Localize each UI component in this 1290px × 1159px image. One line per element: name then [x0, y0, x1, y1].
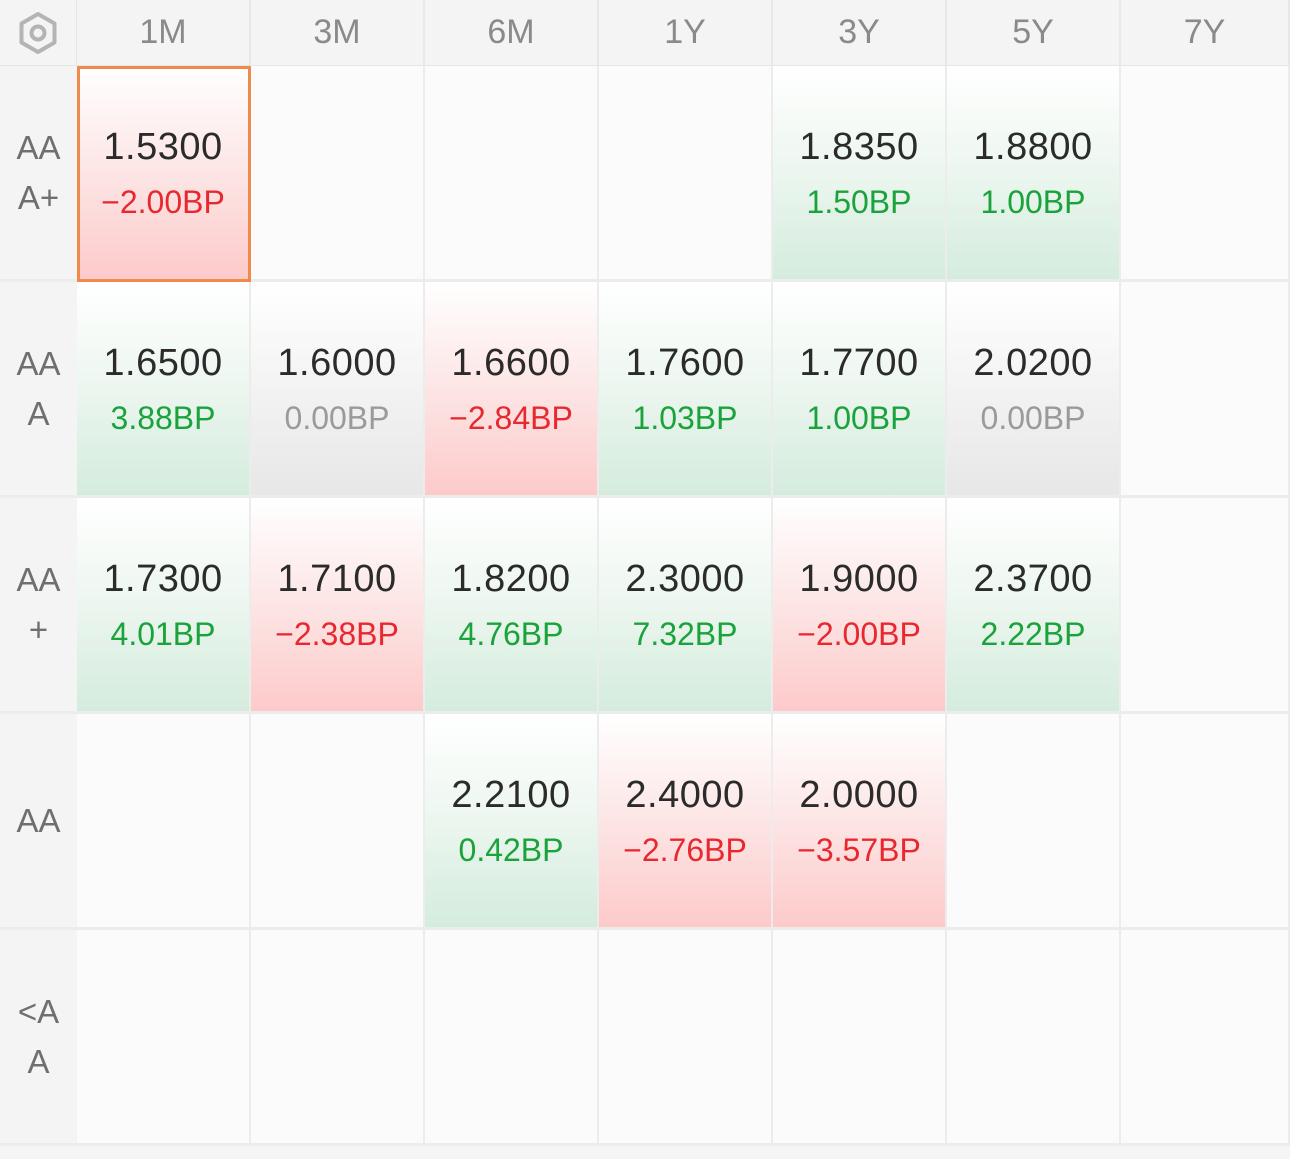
empty-cell[interactable] — [1121, 498, 1290, 714]
yield-value: 1.9000 — [799, 557, 919, 600]
yield-change: 0.00BP — [980, 399, 1086, 436]
settings-button[interactable] — [0, 0, 77, 66]
empty-cell[interactable] — [947, 714, 1121, 930]
row-header-label: AA — [16, 801, 61, 839]
yield-change: 0.42BP — [458, 831, 564, 868]
yield-change: −2.00BP — [797, 615, 921, 652]
yield-change: 3.88BP — [110, 399, 216, 436]
column-header-1m[interactable]: 1M — [77, 0, 251, 66]
yield-value: 2.0000 — [799, 773, 919, 816]
yield-cell[interactable]: 1.6600 −2.84BP — [425, 282, 599, 498]
yield-change: 1.00BP — [806, 399, 912, 436]
column-header-3m[interactable]: 3M — [251, 0, 425, 66]
empty-cell[interactable] — [599, 930, 773, 1146]
row-header-label: AA+ — [16, 560, 61, 648]
yield-change: 4.01BP — [110, 615, 216, 652]
yield-change: 0.00BP — [284, 399, 390, 436]
row-header-label: AAA — [16, 344, 61, 432]
yield-cell[interactable]: 2.3700 2.22BP — [947, 498, 1121, 714]
yield-value: 2.4000 — [625, 773, 745, 816]
yield-change: −2.76BP — [623, 831, 747, 868]
yield-cell[interactable]: 2.0000 −3.57BP — [773, 714, 947, 930]
empty-cell[interactable] — [1121, 66, 1290, 282]
yield-value: 1.5300 — [103, 125, 223, 168]
yield-cell[interactable]: 1.7300 4.01BP — [77, 498, 251, 714]
yield-change: 1.03BP — [632, 399, 738, 436]
yield-value: 1.8350 — [799, 125, 919, 168]
yield-cell[interactable]: 1.5300 −2.00BP — [77, 66, 251, 282]
empty-cell[interactable] — [1121, 714, 1290, 930]
yield-change: 1.50BP — [806, 183, 912, 220]
yield-cell[interactable]: 2.0200 0.00BP — [947, 282, 1121, 498]
yield-change: 2.22BP — [980, 615, 1086, 652]
row-header[interactable]: AAA — [0, 282, 77, 498]
column-header-7y[interactable]: 7Y — [1121, 0, 1290, 66]
yield-cell[interactable]: 1.9000 −2.00BP — [773, 498, 947, 714]
yield-value: 1.7700 — [799, 341, 919, 384]
column-header-1y[interactable]: 1Y — [599, 0, 773, 66]
row-header[interactable]: AA — [0, 714, 77, 930]
empty-cell[interactable] — [251, 66, 425, 282]
yield-cell[interactable]: 1.6500 3.88BP — [77, 282, 251, 498]
yield-value: 1.8800 — [973, 125, 1093, 168]
yield-change: 1.00BP — [980, 183, 1086, 220]
empty-cell[interactable] — [425, 66, 599, 282]
yield-value: 1.6500 — [103, 341, 223, 384]
yield-value: 1.6000 — [277, 341, 397, 384]
row-header-label: <AA — [17, 992, 60, 1080]
yield-value: 2.2100 — [451, 773, 571, 816]
yield-change: 7.32BP — [632, 615, 738, 652]
yield-cell[interactable]: 1.7600 1.03BP — [599, 282, 773, 498]
yield-cell[interactable]: 1.7700 1.00BP — [773, 282, 947, 498]
hexagon-settings-icon — [19, 11, 57, 54]
empty-cell[interactable] — [599, 66, 773, 282]
yield-value: 2.3000 — [625, 557, 745, 600]
yield-change: −3.57BP — [797, 831, 921, 868]
row-header[interactable]: AAA+ — [0, 66, 77, 282]
yield-change: −2.38BP — [275, 615, 399, 652]
yield-value: 2.3700 — [973, 557, 1093, 600]
yield-change: 4.76BP — [458, 615, 564, 652]
empty-cell[interactable] — [1121, 930, 1290, 1146]
row-header-label: AAA+ — [16, 128, 61, 216]
yield-change: −2.84BP — [449, 399, 573, 436]
empty-cell[interactable] — [77, 930, 251, 1146]
yield-value: 1.7300 — [103, 557, 223, 600]
column-header-6m[interactable]: 6M — [425, 0, 599, 66]
empty-cell[interactable] — [425, 930, 599, 1146]
yield-cell[interactable]: 2.2100 0.42BP — [425, 714, 599, 930]
yield-value: 1.7600 — [625, 341, 745, 384]
yield-value: 2.0200 — [973, 341, 1093, 384]
yield-value: 1.6600 — [451, 341, 571, 384]
empty-cell[interactable] — [773, 930, 947, 1146]
column-header-5y[interactable]: 5Y — [947, 0, 1121, 66]
empty-cell[interactable] — [77, 714, 251, 930]
empty-cell[interactable] — [251, 930, 425, 1146]
yield-cell[interactable]: 1.6000 0.00BP — [251, 282, 425, 498]
row-header[interactable]: AA+ — [0, 498, 77, 714]
yield-cell[interactable]: 1.7100 −2.38BP — [251, 498, 425, 714]
yield-change: −2.00BP — [101, 183, 225, 220]
yield-value: 1.8200 — [451, 557, 571, 600]
column-header-3y[interactable]: 3Y — [773, 0, 947, 66]
yield-cell[interactable]: 2.3000 7.32BP — [599, 498, 773, 714]
yield-cell[interactable]: 1.8350 1.50BP — [773, 66, 947, 282]
row-header[interactable]: <AA — [0, 930, 77, 1146]
yield-cell[interactable]: 1.8800 1.00BP — [947, 66, 1121, 282]
empty-cell[interactable] — [1121, 282, 1290, 498]
empty-cell[interactable] — [251, 714, 425, 930]
empty-cell[interactable] — [947, 930, 1121, 1146]
yield-cell[interactable]: 2.4000 −2.76BP — [599, 714, 773, 930]
yield-value: 1.7100 — [277, 557, 397, 600]
yield-cell[interactable]: 1.8200 4.76BP — [425, 498, 599, 714]
